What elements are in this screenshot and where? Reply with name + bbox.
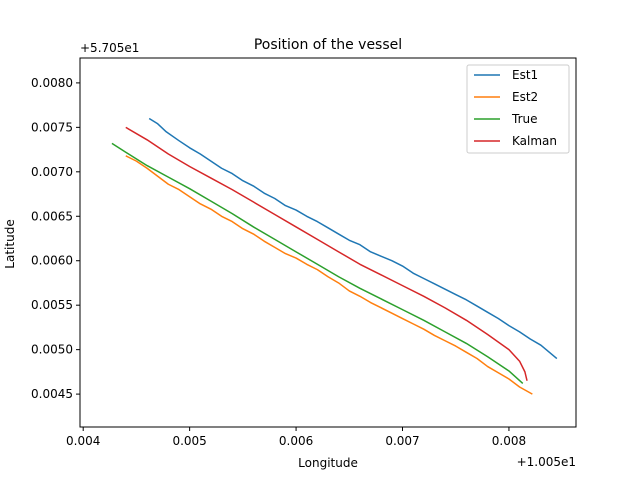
legend: Est1 Est2 True Kalman — [466, 64, 570, 154]
series-line-kalman — [125, 126, 528, 381]
series-line-true — [111, 142, 524, 384]
x-tick-label: 0.004 — [66, 434, 100, 448]
legend-label-true: True — [511, 112, 538, 126]
x-offset-label: +1.005e1 — [517, 455, 576, 469]
y-axis-label: Latitude — [3, 219, 17, 268]
y-tick-label: 0.0075 — [31, 120, 73, 134]
x-tick-label: 0.006 — [279, 434, 313, 448]
y-tick-label: 0.0080 — [31, 76, 73, 90]
y-tick-label: 0.0065 — [31, 209, 73, 223]
x-axis-label: Longitude — [298, 456, 358, 470]
plot-frame — [79, 57, 577, 428]
series-line-est1 — [148, 117, 558, 360]
y-offset-label: +5.705e1 — [80, 41, 139, 55]
x-tick-label: 0.005 — [172, 434, 206, 448]
legend-box — [466, 64, 570, 154]
series-line-est2 — [125, 155, 533, 395]
ticks-layer: 0.004 0.005 0.006 0.007 0.008 0.0045 0.0050 0.0… — [31, 76, 526, 448]
x-tick-label: 0.007 — [385, 434, 419, 448]
legend-label-est1: Est1 — [512, 68, 538, 82]
y-tick-label: 0.0055 — [31, 298, 73, 312]
legend-label-kalman: Kalman — [512, 134, 557, 148]
x-tick-label: 0.008 — [492, 434, 526, 448]
chart-title: Position of the vessel — [254, 37, 402, 53]
y-tick-label: 0.0045 — [31, 387, 73, 401]
y-tick-label: 0.0050 — [31, 343, 73, 357]
y-tick-label: 0.0060 — [31, 254, 73, 268]
series-layer — [111, 117, 558, 395]
legend-label-est2: Est2 — [512, 90, 538, 104]
y-tick-label: 0.0070 — [31, 165, 73, 179]
